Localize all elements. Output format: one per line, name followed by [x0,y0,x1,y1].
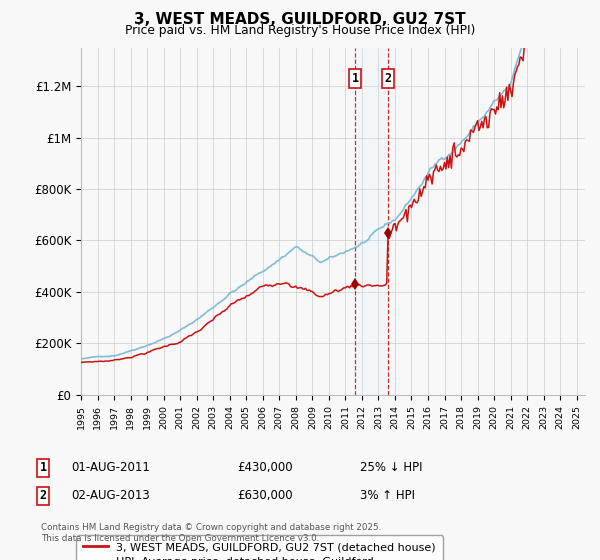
Bar [355,48,388,395]
Legend: 3, WEST MEADS, GUILDFORD, GU2 7ST (detached house), HPI: Average price, detached: 3, WEST MEADS, GUILDFORD, GU2 7ST (detac… [76,535,443,560]
Text: 2: 2 [40,489,47,502]
Text: 1: 1 [40,461,47,474]
Text: £630,000: £630,000 [237,489,293,502]
Text: Contains HM Land Registry data © Crown copyright and database right 2025.: Contains HM Land Registry data © Crown c… [41,523,381,532]
Text: 3% ↑ HPI: 3% ↑ HPI [360,489,415,502]
Text: 25% ↓ HPI: 25% ↓ HPI [360,461,422,474]
Text: 2: 2 [385,72,392,85]
Text: 02-AUG-2013: 02-AUG-2013 [71,489,149,502]
Text: 01-AUG-2011: 01-AUG-2011 [71,461,149,474]
Text: 1: 1 [352,72,359,85]
Text: £430,000: £430,000 [237,461,293,474]
Text: This data is licensed under the Open Government Licence v3.0.: This data is licensed under the Open Gov… [41,534,319,543]
Text: 3, WEST MEADS, GUILDFORD, GU2 7ST: 3, WEST MEADS, GUILDFORD, GU2 7ST [134,12,466,27]
Text: Price paid vs. HM Land Registry's House Price Index (HPI): Price paid vs. HM Land Registry's House … [125,24,475,37]
